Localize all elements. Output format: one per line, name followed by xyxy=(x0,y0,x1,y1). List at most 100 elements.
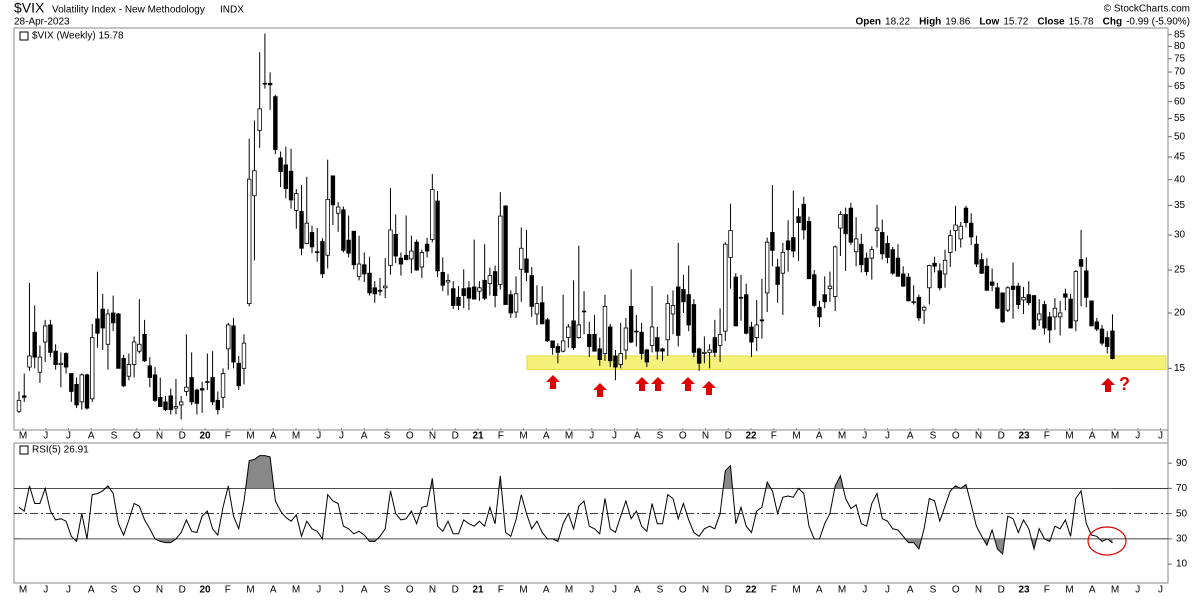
legend: RSI(5) 26.91 xyxy=(32,445,89,456)
y-tick-label: 70 xyxy=(1174,67,1186,78)
x-tick-label: A xyxy=(1089,585,1096,596)
candle-body xyxy=(843,213,848,235)
candle-body xyxy=(864,257,869,273)
candle-body xyxy=(822,294,827,303)
x-tick-label: M xyxy=(292,431,300,442)
quote-value: 15.78 xyxy=(1069,17,1094,28)
candle-body xyxy=(168,395,173,411)
x-tick-label: O xyxy=(679,431,687,442)
x-tick-label: F xyxy=(1044,585,1050,596)
candle-body xyxy=(273,96,278,150)
quote-value: 15.72 xyxy=(1003,17,1028,28)
candle-body xyxy=(550,340,555,349)
candle-body xyxy=(812,274,817,306)
candle-body xyxy=(445,279,451,283)
candle-body xyxy=(173,406,179,409)
x-tick-label: J xyxy=(1135,585,1140,596)
candle-body xyxy=(545,319,550,342)
x-tick-label: A xyxy=(907,431,914,442)
candle-body xyxy=(79,374,84,403)
x-tick-label: S xyxy=(657,585,664,596)
candle-body xyxy=(676,286,681,336)
rsi-panel xyxy=(13,442,1169,584)
candle-body xyxy=(712,337,718,353)
x-tick-label: M xyxy=(519,431,527,442)
candle-body xyxy=(1063,293,1068,298)
x-tick-label: M xyxy=(19,585,27,596)
candle-body xyxy=(984,265,990,291)
candle-body xyxy=(963,207,969,223)
x-tick-label: F xyxy=(771,585,777,596)
candle-body xyxy=(367,272,372,294)
candle-body xyxy=(492,271,498,296)
candle-body xyxy=(362,264,367,275)
candle-body xyxy=(430,189,435,240)
x-tick-label: A xyxy=(907,585,914,596)
candle-body xyxy=(210,377,215,403)
candle-body xyxy=(618,353,623,365)
candle-body xyxy=(560,340,566,352)
quote-value: 18.22 xyxy=(885,17,910,28)
candle-body xyxy=(414,241,419,271)
x-tick-label: 22 xyxy=(745,431,757,442)
y-tick-label: 25 xyxy=(1174,265,1186,276)
x-tick-label: N xyxy=(702,585,709,596)
candle-body xyxy=(733,276,738,327)
candle-body xyxy=(539,302,545,325)
x-tick-label: A xyxy=(361,431,368,442)
x-tick-label: J xyxy=(885,431,890,442)
candle-body xyxy=(513,293,519,313)
candle-body xyxy=(315,251,320,253)
y-tick-label: 40 xyxy=(1174,174,1186,185)
candle-body xyxy=(691,304,697,353)
x-tick-label: J xyxy=(885,585,890,596)
x-tick-label: A xyxy=(634,431,641,442)
arrows xyxy=(546,375,1115,397)
candle-body xyxy=(906,276,911,302)
candle-body xyxy=(597,348,602,360)
candle-body xyxy=(754,324,759,338)
candle-body xyxy=(665,303,670,341)
candle-body xyxy=(330,175,336,206)
candle-body xyxy=(780,252,786,274)
rsi-line xyxy=(18,455,1113,556)
candle-body xyxy=(613,355,618,368)
quote-label: High xyxy=(919,17,941,28)
candle-body xyxy=(796,216,801,223)
x-tick-label: J xyxy=(66,431,71,442)
x-tick-label: S xyxy=(930,431,937,442)
candle-body xyxy=(283,164,289,189)
x-tick-label: M xyxy=(565,431,573,442)
candle-body xyxy=(325,199,330,256)
candle-body xyxy=(69,373,74,392)
copyright: © StockCharts.com xyxy=(1104,4,1190,15)
candle-body xyxy=(110,312,116,324)
candle-body xyxy=(503,205,508,305)
x-tick-label: F xyxy=(225,431,231,442)
x-tick-label: M xyxy=(565,585,573,596)
candle-body xyxy=(1084,270,1089,298)
candle-body xyxy=(817,306,822,318)
x-tick-label: D xyxy=(452,585,459,596)
candle-body xyxy=(806,220,812,280)
candle-body xyxy=(304,222,309,244)
x-tick-label: 23 xyxy=(1018,431,1030,442)
candle-body xyxy=(262,82,268,85)
candle-body xyxy=(738,296,744,299)
x-tick-label: N xyxy=(702,431,709,442)
x-tick-label: F xyxy=(498,585,504,596)
candle-body xyxy=(1099,328,1105,344)
candle-body xyxy=(393,233,398,257)
candle-body xyxy=(681,289,686,303)
x-tick-label: O xyxy=(133,431,141,442)
x-tick-label: N xyxy=(429,431,436,442)
candle-body xyxy=(409,250,414,260)
candle-body xyxy=(770,232,775,251)
candle-body xyxy=(419,252,425,268)
x-tick-label: J xyxy=(1158,585,1163,596)
candle-body xyxy=(377,289,383,292)
x-tick-label: D xyxy=(998,431,1005,442)
x-tick-label: D xyxy=(725,431,732,442)
candle-body xyxy=(383,285,388,289)
